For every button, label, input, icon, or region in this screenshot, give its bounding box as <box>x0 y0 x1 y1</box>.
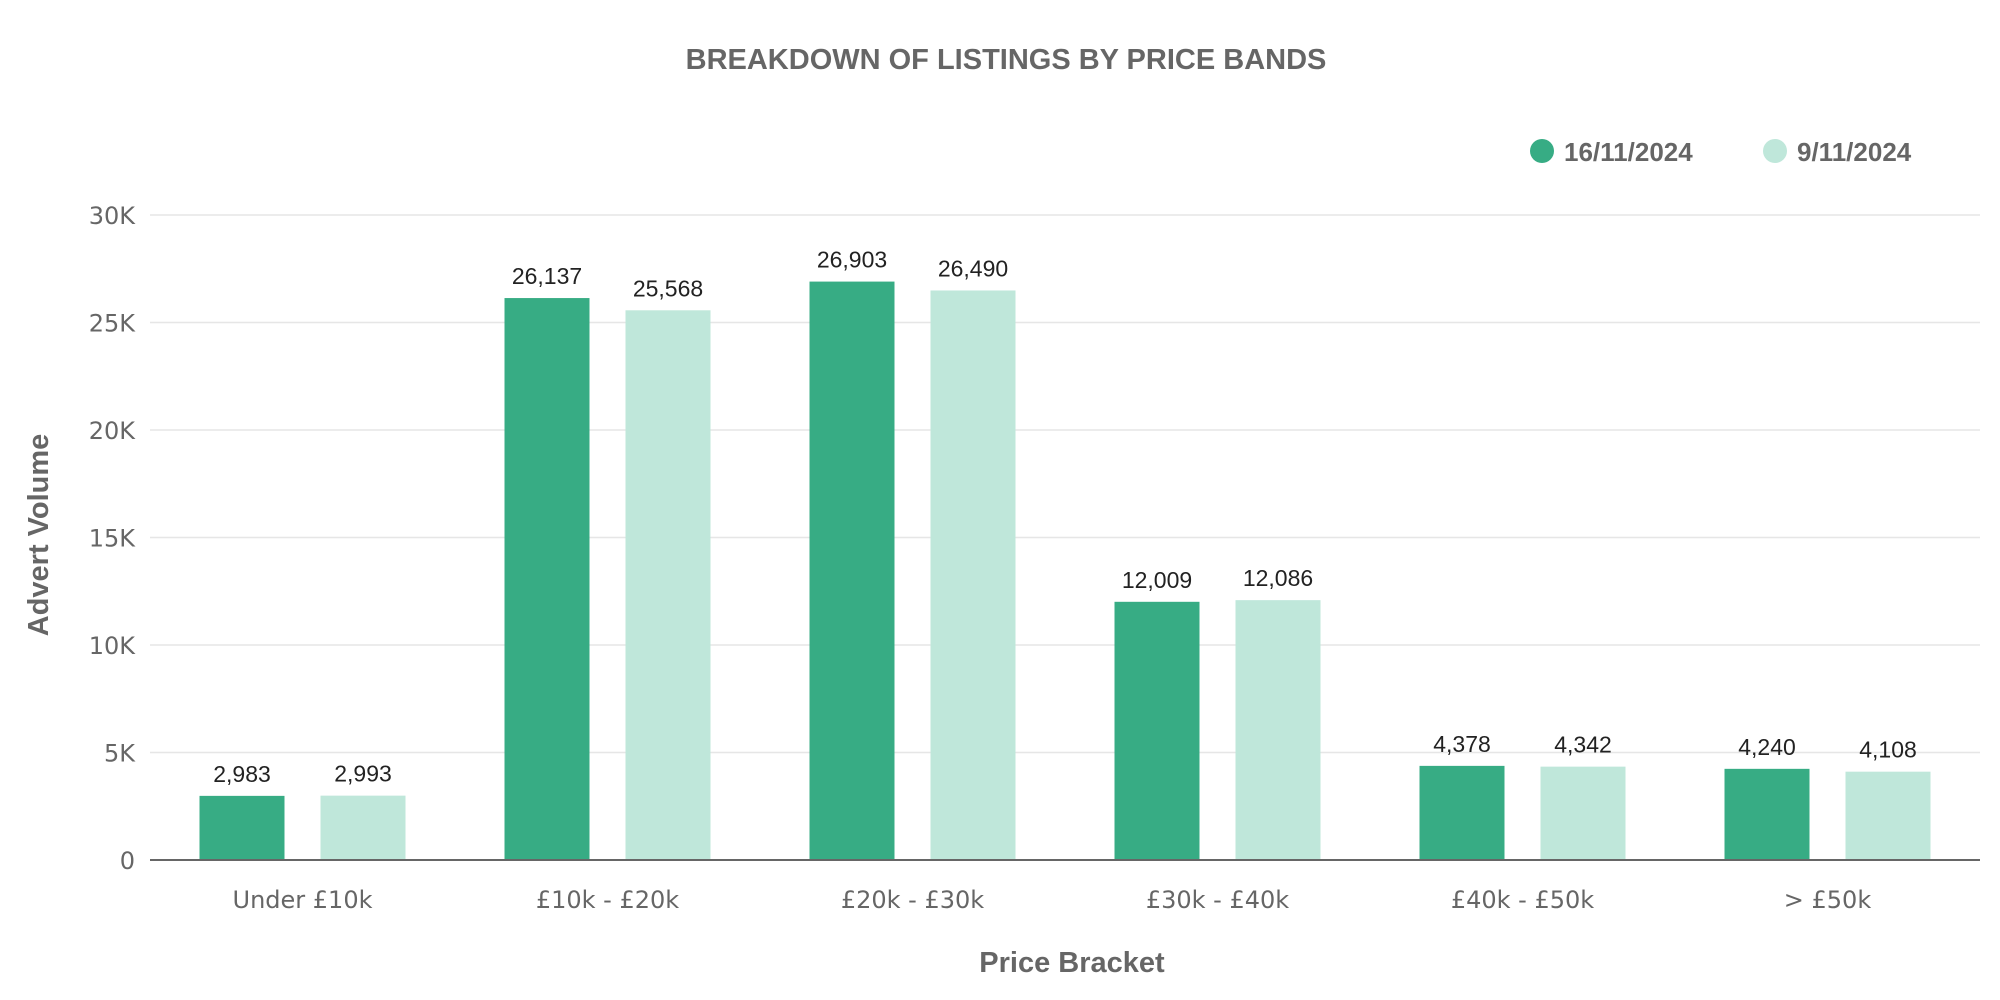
y-tick-label: 20K <box>89 417 137 445</box>
y-tick-label: 5K <box>104 740 136 768</box>
data-label: 26,903 <box>817 247 887 273</box>
legend: 16/11/2024 9/11/2024 <box>1530 137 1912 167</box>
y-tick-label: 15K <box>89 525 137 553</box>
x-tick-label: £10k - £20k <box>536 886 679 914</box>
bar-series-2 <box>625 310 711 861</box>
data-label: 2,993 <box>334 761 392 787</box>
y-axis-title: Advert Volume <box>23 434 55 637</box>
chart-title: BREAKDOWN OF LISTINGS BY PRICE BANDS <box>686 44 1327 76</box>
bar-series-1 <box>809 281 895 860</box>
x-tick-label: £40k - £50k <box>1451 886 1594 914</box>
bar-series-1 <box>1724 768 1810 860</box>
bar-series-1 <box>199 795 285 860</box>
data-label: 4,240 <box>1738 734 1796 760</box>
bar-series-1 <box>1114 601 1200 860</box>
bar-series-2 <box>320 795 406 860</box>
bar-series-2 <box>1845 771 1931 860</box>
legend-marker <box>1530 139 1554 163</box>
legend-label[interactable]: 9/11/2024 <box>1797 137 1912 167</box>
legend-marker <box>1763 139 1787 163</box>
data-label: 4,108 <box>1859 737 1917 763</box>
x-tick-label: > £50k <box>1784 886 1872 914</box>
y-axis-ticks: 0 5K 10K 15K 20K 25K 30K <box>89 202 137 875</box>
data-label: 25,568 <box>633 275 703 301</box>
data-label: 4,378 <box>1433 731 1491 757</box>
bar-series-2 <box>930 290 1016 861</box>
data-label: 4,342 <box>1554 732 1612 758</box>
y-tick-label: 30K <box>89 202 137 230</box>
bar-series-1 <box>504 298 590 860</box>
gridlines <box>150 214 1980 754</box>
y-tick-label: 0 <box>120 847 135 875</box>
data-label: 26,137 <box>512 263 582 289</box>
x-tick-label: £30k - £40k <box>1146 886 1289 914</box>
x-axis-ticks: Under £10k £10k - £20k £20k - £30k £30k - £… <box>233 886 1872 914</box>
bar-series-2 <box>1540 766 1626 860</box>
x-tick-label: Under £10k <box>233 886 373 914</box>
data-label: 12,009 <box>1122 567 1192 593</box>
data-labels: 2,983 2,993 26,137 25,568 26,903 26,490 12,009… <box>213 247 1917 787</box>
x-tick-label: £20k - £30k <box>841 886 984 914</box>
legend-label[interactable]: 16/11/2024 <box>1564 137 1693 167</box>
bar-series-1 <box>1419 765 1505 860</box>
y-tick-label: 25K <box>89 310 137 338</box>
y-tick-label: 10K <box>89 632 137 660</box>
x-axis-title: Price Bracket <box>979 947 1165 979</box>
data-label: 2,983 <box>213 761 271 787</box>
data-label: 12,086 <box>1243 565 1313 591</box>
bars <box>199 281 1931 861</box>
data-label: 26,490 <box>938 255 1008 281</box>
bar-series-2 <box>1235 600 1321 860</box>
